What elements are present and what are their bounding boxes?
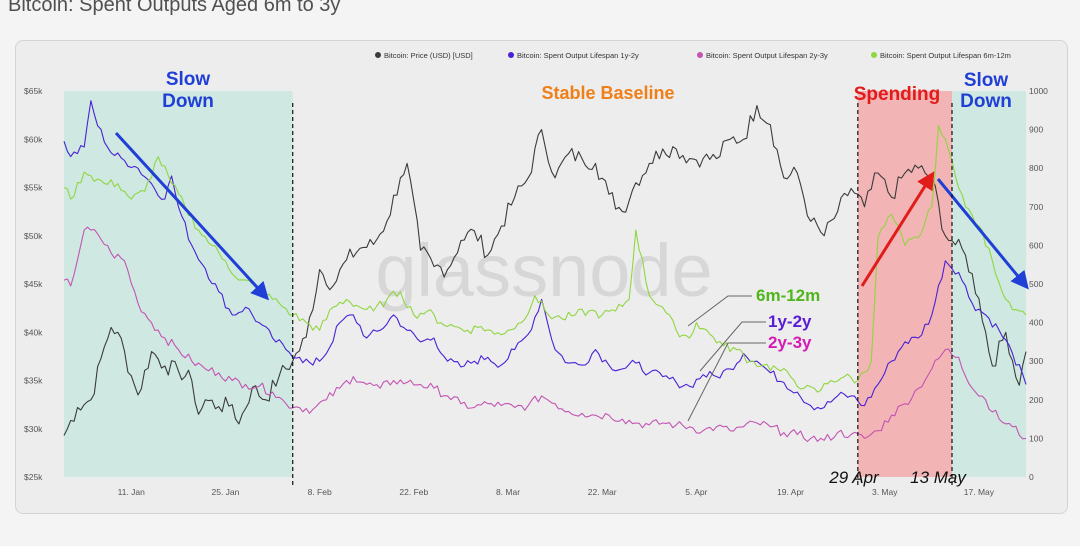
arrow-slow-down-left: [114, 131, 270, 301]
series-line-1: [63, 100, 1027, 411]
y-right-tick-label: 600: [1029, 240, 1043, 250]
y-right-tick-label: 1000: [1029, 86, 1048, 96]
series-line-2: [63, 226, 1027, 443]
y-left-tick-label: $35k: [24, 376, 43, 386]
leader-line-1y-2y: [699, 321, 766, 372]
date-label-13-may: 13 May: [910, 468, 967, 487]
x-tick-label: 22. Feb: [399, 487, 428, 497]
slow-down-right-line2: Down: [960, 91, 1012, 112]
legend-entry: Bitcoin: Spent Output Lifespan 2y-3y: [706, 51, 828, 60]
footer-mark: [988, 530, 1058, 546]
x-tick-label: 8. Mar: [496, 487, 520, 497]
slow-down-zone-left: [64, 91, 293, 477]
x-tick-label: 5. Apr: [685, 487, 707, 497]
y-left-tick-label: $50k: [24, 231, 43, 241]
slow-down-left-line1: Slow: [166, 69, 211, 90]
spending-label: Spending: [854, 84, 941, 105]
stable-baseline-label: Stable Baseline: [541, 83, 674, 103]
y-right-tick-label: 900: [1029, 125, 1043, 135]
slow-down-left-line2: Down: [162, 91, 214, 112]
legend-marker: [375, 52, 381, 58]
label-2y-3y: 2y-3y: [768, 333, 812, 352]
legend-entry: Bitcoin: Price (USD) [USD]: [384, 51, 473, 60]
chart-card: glassnode $25k $30k $35k $40k $45k $50k $55k $6…: [15, 40, 1068, 514]
y-right-tick-label: 400: [1029, 318, 1043, 328]
y-left-tick-label: $30k: [24, 424, 43, 434]
watermark-text: glassnode: [375, 229, 712, 312]
y-left-tick-label: $60k: [24, 134, 43, 144]
arrow-slow-down-right: [936, 178, 1029, 290]
y-left-tick-label: $40k: [24, 327, 43, 337]
x-tick-label: 11. Jan: [118, 487, 146, 497]
y-right-tick-label: 100: [1029, 433, 1043, 443]
watermark-layer: glassnode: [375, 229, 712, 312]
slow-down-zone-right: [952, 91, 1026, 477]
arrow-spending: [860, 171, 935, 287]
axes: $25k $30k $35k $40k $45k $50k $55k $60k $65k 0 100…: [24, 86, 1048, 497]
y-left-tick-label: $25k: [24, 472, 43, 482]
y-right-tick-label: 500: [1029, 279, 1043, 289]
leader-line-6m-12m: [687, 295, 752, 327]
x-tick-label: 3. May: [872, 487, 898, 497]
legend-marker: [508, 52, 514, 58]
label-6m-12m: 6m-12m: [756, 286, 820, 305]
y-right-tick-label: 0: [1029, 472, 1034, 482]
legend-entry: Bitcoin: Spent Output Lifespan 6m-12m: [880, 51, 1011, 60]
date-label-29-apr: 29 Apr: [828, 468, 880, 487]
spending-zone: [857, 91, 952, 477]
x-tick-label: 17. May: [964, 487, 995, 497]
y-left-tick-label: $45k: [24, 279, 43, 289]
y-left-tick-label: $65k: [24, 86, 43, 96]
label-1y-2y: 1y-2y: [768, 312, 812, 331]
leader-line-2y-3y: [687, 342, 766, 422]
slow-down-right-line1: Slow: [964, 70, 1009, 91]
y-right-tick-label: 800: [1029, 163, 1043, 173]
chart-svg: glassnode $25k $30k $35k $40k $45k $50k $55k $6…: [24, 51, 1048, 497]
y-right-tick-label: 700: [1029, 202, 1043, 212]
legend-marker: [871, 52, 877, 58]
y-right-tick-label: 300: [1029, 356, 1043, 366]
legend-entry: Bitcoin: Spent Output Lifespan 1y-2y: [517, 51, 639, 60]
legend-marker: [697, 52, 703, 58]
x-tick-label: 25. Jan: [212, 487, 240, 497]
series-line-0: [63, 104, 1027, 436]
page-title: Bitcoin: Spent Outputs Aged 6m to 3y: [8, 0, 341, 16]
legend: Bitcoin: Price (USD) [USD] Bitcoin: Spent…: [375, 51, 1011, 60]
series-layer: [63, 100, 1027, 443]
x-tick-label: 8. Feb: [308, 487, 332, 497]
y-right-tick-label: 200: [1029, 395, 1043, 405]
x-tick-label: 22. Mar: [588, 487, 617, 497]
series-line-3: [63, 125, 1027, 393]
x-tick-label: 19. Apr: [777, 487, 804, 497]
y-left-tick-label: $55k: [24, 183, 43, 193]
